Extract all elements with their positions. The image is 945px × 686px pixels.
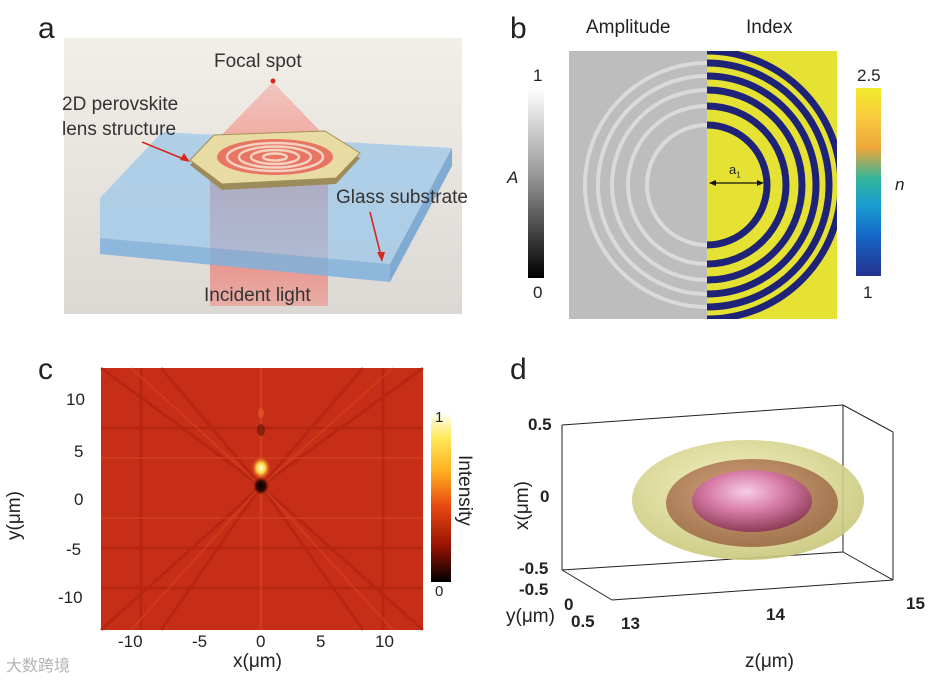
- radius-label: a1: [729, 162, 741, 180]
- d-xtick-m0.5: -0.5: [519, 559, 549, 578]
- d-zlabel: z(μm): [745, 651, 794, 672]
- lens-label-line2: lens structure: [62, 119, 177, 140]
- c-xtick-0: 0: [256, 632, 266, 651]
- amplitude-colorbar: [528, 88, 544, 278]
- d-ytick-m0.5: -0.5: [519, 580, 549, 599]
- intensity-map: [99, 366, 424, 632]
- d-xlabel: x(μm): [512, 481, 533, 530]
- 3d-axes-box: [561, 404, 894, 601]
- radius-label-text: a: [729, 162, 737, 177]
- index-rings: [707, 51, 837, 319]
- c-ytick-10: 10: [66, 390, 85, 409]
- d-ytick-0: 0: [564, 595, 574, 614]
- side-lobe-bright: [258, 408, 264, 418]
- d-ztick-15: 15: [906, 594, 925, 613]
- incident-label: Incident light: [204, 285, 311, 306]
- c-xtick-5: 5: [316, 632, 326, 651]
- inner-isosurface: [692, 470, 812, 532]
- index-colorbar-min: 1: [863, 283, 873, 302]
- c-xlabel: x(μm): [233, 651, 282, 672]
- c-ytick-5: 5: [74, 442, 84, 461]
- d-xtick-0.5: 0.5: [528, 415, 552, 434]
- amp-colorbar-min: 0: [533, 283, 543, 302]
- c-xtick-m10: -10: [118, 632, 143, 651]
- glass-substrate-edge: [100, 238, 390, 282]
- panel-letter-a: a: [38, 12, 55, 45]
- c-ytick-m5: -5: [66, 540, 82, 559]
- intensity-colorbar-max: 1: [435, 409, 444, 426]
- substrate-arrow-head: [377, 252, 385, 262]
- c-ytick-0: 0: [74, 490, 84, 509]
- d-xtick-0: 0: [540, 487, 550, 506]
- lens-label-line1: 2D perovskite: [62, 94, 179, 115]
- c-xtick-m5: -5: [192, 632, 208, 651]
- watermark: 大数跨境: [6, 658, 71, 675]
- substrate-label: Glass substrate: [336, 187, 468, 208]
- radius-arrow-head-right: [757, 180, 764, 186]
- d-ztick-13: 13: [621, 614, 640, 633]
- index-colorbar-label: n: [895, 175, 905, 194]
- radius-label-sub: 1: [736, 170, 741, 180]
- amp-colorbar-label: A: [507, 168, 519, 187]
- c-xtick-10: 10: [375, 632, 394, 651]
- lens-rings: [217, 139, 333, 175]
- index-colorbar-max: 2.5: [857, 66, 881, 85]
- c-ytick-m10: -10: [58, 588, 83, 607]
- panel-letter-d: d: [510, 353, 527, 386]
- lens-phase-map: [569, 51, 837, 319]
- intensity-colorbar: [431, 412, 451, 582]
- dark-spot: [253, 477, 269, 495]
- lens-arrow: [141, 141, 187, 161]
- focal-hotspot: [251, 456, 271, 480]
- panel-letter-b: b: [510, 12, 527, 45]
- substrate-arrow: [369, 211, 382, 257]
- index-title: Index: [746, 17, 793, 38]
- d-ztick-14: 14: [766, 605, 785, 624]
- amp-colorbar-max: 1: [533, 66, 543, 85]
- intensity-colorbar-min: 0: [435, 583, 444, 600]
- amplitude-rings: [583, 61, 707, 309]
- focal-spot-dot: [270, 78, 276, 84]
- panel-letter-c: c: [38, 353, 53, 386]
- glass-substrate-side: [390, 148, 452, 282]
- amplitude-title: Amplitude: [586, 17, 671, 38]
- d-ytick-0.5: 0.5: [571, 612, 595, 631]
- glass-substrate: [100, 132, 452, 264]
- focal-spot-label: Focal spot: [214, 51, 302, 72]
- index-colorbar: [856, 88, 881, 276]
- radius-arrow-head-left: [709, 180, 716, 186]
- side-lobe-dark: [257, 424, 265, 436]
- d-ylabel: y(μm): [506, 606, 555, 627]
- lens-arrow-head: [180, 153, 190, 162]
- amplitude-map: [569, 51, 707, 319]
